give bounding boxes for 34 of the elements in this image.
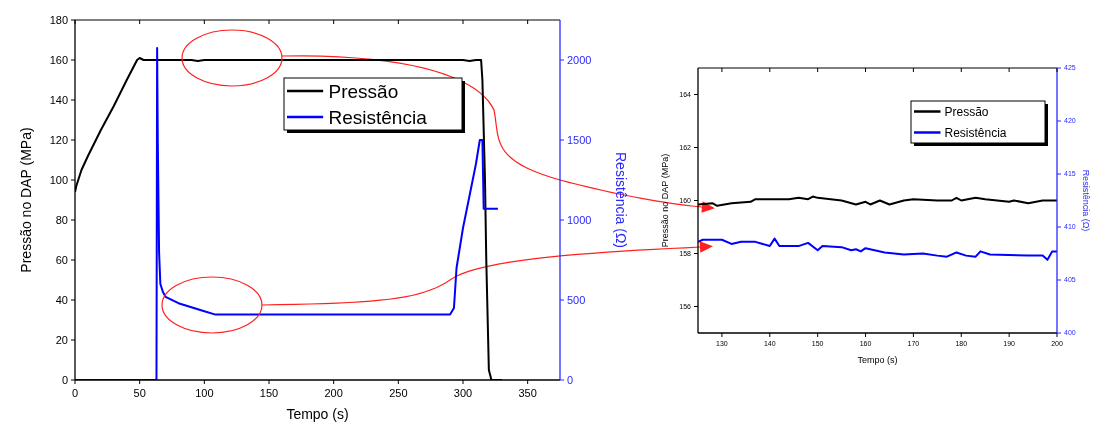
x-tick-label: 0 [71, 387, 79, 399]
y-tick-label: 160 [49, 53, 68, 66]
y-tick-label: 100 [49, 173, 68, 186]
x-tick-label: 150 [259, 387, 279, 399]
y2-axis-title: Resistência (Ω) [1081, 169, 1091, 232]
y2-tick-label: 1000 [567, 213, 592, 226]
y-tick-label: 180 [49, 13, 68, 26]
y-tick-label: 60 [55, 253, 68, 266]
y-axis-title: Pressão no DAP (MPa) [660, 153, 670, 248]
y-tick-label: 40 [55, 293, 68, 306]
x-tick-label: 250 [389, 387, 408, 399]
y-tick-label: 80 [55, 213, 68, 226]
legend-label: Resistência [328, 106, 428, 128]
legend-label: Resistência [944, 125, 1007, 140]
x-tick-label: 350 [518, 387, 537, 399]
y2-tick-label: 500 [567, 293, 586, 306]
x-tick-label: 300 [453, 387, 473, 399]
x-tick-label: 50 [133, 387, 146, 399]
x-axis-title: Tempo (s) [857, 355, 898, 365]
y-tick-label: 140 [49, 93, 68, 106]
line-series [698, 237, 1057, 261]
legend-label: Pressão [944, 104, 989, 119]
x-axis-title: Tempo (s) [286, 406, 349, 422]
x-tick-label: 100 [195, 387, 214, 399]
y2-axis-title: Resistência (Ω) [613, 151, 629, 249]
y2-tick-label: 0 [567, 373, 574, 386]
y2-tick-label: 1500 [567, 133, 592, 146]
y-tick-label: 20 [55, 333, 68, 346]
y2-tick-label: 2000 [567, 53, 592, 66]
y-axis-title: Pressão no DAP (MPa) [18, 127, 34, 273]
y-tick-label: 120 [49, 133, 68, 146]
x-tick-label: 200 [324, 387, 343, 399]
y-tick-label: 0 [61, 373, 68, 386]
legend-label: Pressão [328, 80, 399, 102]
